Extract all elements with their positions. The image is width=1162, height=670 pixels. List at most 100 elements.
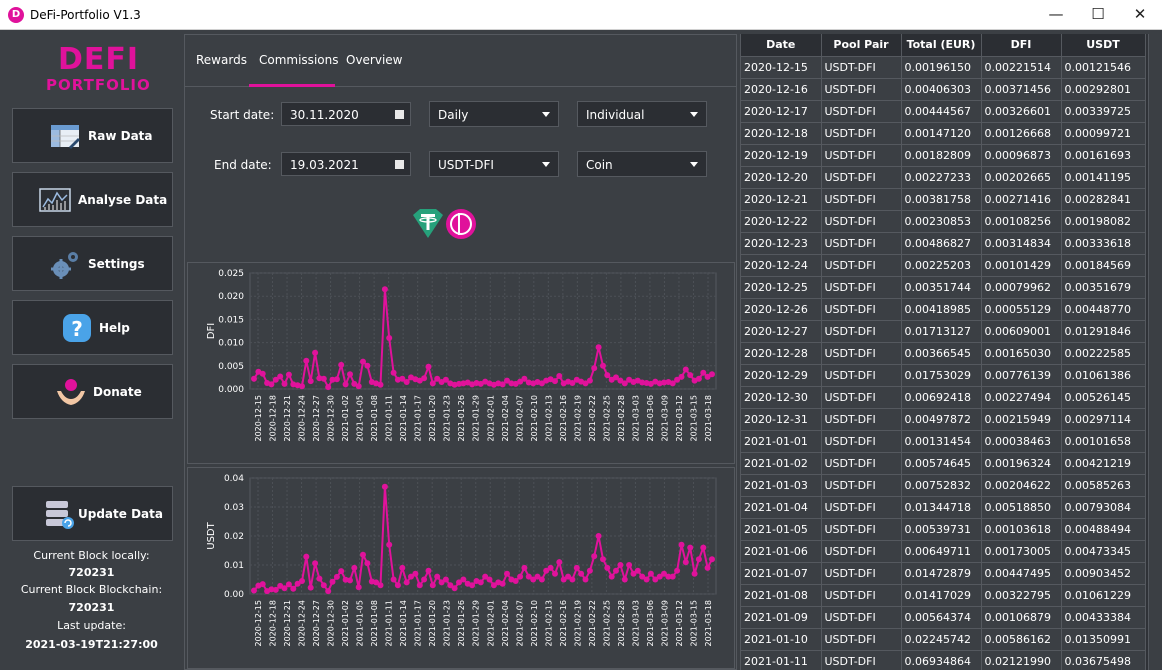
analyse-chart-icon [39,188,71,212]
table-cell: 0.00055129 [981,298,1062,321]
table-cell: 0.00165030 [981,342,1062,365]
data-point [469,582,476,589]
table-scrollbar[interactable] [1148,34,1162,670]
sidebar-item-donate[interactable]: Donate [12,364,173,419]
close-button[interactable]: ✕ [1133,5,1147,23]
column-header[interactable]: DFI [981,34,1062,57]
block-chain-value: 720231 [68,601,115,614]
data-point [442,576,449,583]
sidebar-item-settings[interactable]: Settings [12,236,173,291]
data-point [582,380,589,387]
data-point [272,586,279,593]
column-header[interactable]: Pool Pair [821,34,902,57]
table-row[interactable]: 2020-12-31 USDT-DFI 0.00497872 0.00215949 0.… [741,408,1146,431]
table-cell: 0.00225203 [901,254,982,277]
x-tick-label: 2021-02-16 [559,600,568,647]
table-row[interactable]: 2021-01-02 USDT-DFI 0.00574645 0.00196324 0.… [741,452,1146,475]
x-tick-label: 2020-12-24 [298,395,307,442]
x-tick-label: 2021-02-16 [559,395,568,442]
table-cell: 2020-12-31 [741,408,822,431]
table-cell: 0.00473345 [1061,540,1146,563]
table-row[interactable]: 2020-12-21 USDT-DFI 0.00381758 0.00271416 0.… [741,188,1146,211]
data-point [299,383,305,390]
table-cell: 0.00692418 [901,386,982,409]
table-cell: USDT-DFI [821,364,902,387]
table-row[interactable]: 2021-01-06 USDT-DFI 0.00649711 0.00173005 0.… [741,540,1146,563]
start-date-picker[interactable]: 30.11.2020 [281,102,411,126]
table-row[interactable]: 2020-12-16 USDT-DFI 0.00406303 0.00371456 0.… [741,78,1146,101]
table-row[interactable]: 2020-12-26 USDT-DFI 0.00418985 0.00055129 0.… [741,298,1146,321]
pool-pair-select[interactable]: USDT-DFI [429,151,559,177]
table-row[interactable]: 2020-12-17 USDT-DFI 0.00444567 0.00326601 0.… [741,100,1146,123]
column-header[interactable]: Date [741,34,822,57]
table-row[interactable]: 2020-12-15 USDT-DFI 0.00196150 0.00221514 0.… [741,56,1146,79]
sidebar-item-raw-data[interactable]: Raw Data [12,108,173,163]
table-row[interactable]: 2021-01-11 USDT-DFI 0.06934864 0.02121990 0.… [741,650,1146,670]
currency-select[interactable]: Coin [577,151,707,177]
tab-commissions[interactable]: Commissions [259,53,339,67]
minimize-button[interactable]: — [1048,5,1064,23]
table-row[interactable]: 2021-01-07 USDT-DFI 0.01472879 0.00447495 0.… [741,562,1146,585]
window-titlebar: D DeFi-Portfolio V1.3 — ☐ ✕ [0,0,1162,30]
table-row[interactable]: 2020-12-27 USDT-DFI 0.01713127 0.00609001 0.… [741,320,1146,343]
x-tick-label: 2021-03-09 [660,600,669,647]
column-header[interactable]: Total (EUR) [901,34,982,57]
table-cell: 0.00196324 [981,452,1062,475]
sidebar-item-label: Settings [88,257,145,271]
data-point [259,370,266,377]
table-row[interactable]: 2020-12-29 USDT-DFI 0.01753029 0.00776139 0.… [741,364,1146,387]
data-point [556,559,563,566]
column-header[interactable]: USDT [1061,34,1146,57]
table-row[interactable]: 2020-12-22 USDT-DFI 0.00230853 0.00108256 0.… [741,210,1146,233]
gear-icon [51,252,78,279]
table-row[interactable]: 2020-12-28 USDT-DFI 0.00366545 0.00165030 0.… [741,342,1146,365]
sidebar-item-analyse-data[interactable]: Analyse Data [12,172,173,227]
table-row[interactable]: 2021-01-05 USDT-DFI 0.00539731 0.00103618 0.… [741,518,1146,541]
commissions-panel: Rewards Commissions Overview Start date:… [184,34,737,670]
x-tick-label: 2021-01-08 [370,600,379,647]
table-cell: 0.00371456 [981,78,1062,101]
maximize-button[interactable]: ☐ [1091,5,1105,23]
x-tick-label: 2020-12-27 [312,600,321,647]
table-row[interactable]: 2021-01-10 USDT-DFI 0.02245742 0.00586162 0.… [741,628,1146,651]
tab-overview[interactable]: Overview [346,53,403,67]
data-point [307,584,314,591]
table-row[interactable]: 2020-12-23 USDT-DFI 0.00486827 0.00314834 0.… [741,232,1146,255]
table-row[interactable]: 2021-01-03 USDT-DFI 0.00752832 0.00204622 0.… [741,474,1146,497]
table-row[interactable]: 2020-12-24 USDT-DFI 0.00225203 0.00101429 0.… [741,254,1146,277]
end-date-picker[interactable]: 19.03.2021 [281,152,411,176]
data-point [634,567,641,574]
calendar-icon[interactable] [395,160,404,169]
interval-select[interactable]: Daily [429,101,559,127]
y-tick-label: 0.025 [218,269,244,279]
start-date-label: Start date: [210,108,275,122]
tab-rewards[interactable]: Rewards [196,53,247,67]
sidebar-item-help[interactable]: ? Help [12,300,173,355]
table-row[interactable]: 2021-01-08 USDT-DFI 0.01417029 0.00322795 0.… [741,584,1146,607]
table-cell: USDT-DFI [821,78,902,101]
mode-select[interactable]: Individual [577,101,707,127]
table-row[interactable]: 2020-12-18 USDT-DFI 0.00147120 0.00126668 0.… [741,122,1146,145]
data-point [595,533,602,539]
table-cell: 0.00202665 [981,166,1062,189]
table-row[interactable]: 2021-01-01 USDT-DFI 0.00131454 0.00038463 0.… [741,430,1146,453]
x-tick-label: 2021-01-02 [341,395,350,442]
table-row[interactable]: 2020-12-20 USDT-DFI 0.00227233 0.00202665 0.… [741,166,1146,189]
table-cell: 2020-12-28 [741,342,822,365]
table-row[interactable]: 2021-01-09 USDT-DFI 0.00564374 0.00106879 0.… [741,606,1146,629]
data-point [259,581,266,588]
x-tick-label: 2021-01-17 [414,395,423,442]
table-cell: 0.00106879 [981,606,1062,629]
data-point [351,380,358,387]
table-row[interactable]: 2021-01-04 USDT-DFI 0.01344718 0.00518850 0.… [741,496,1146,519]
calendar-icon[interactable] [395,110,404,119]
data-point [665,573,672,580]
table-row[interactable]: 2020-12-19 USDT-DFI 0.00182809 0.00096873 0.… [741,144,1146,167]
table-cell: 0.00292801 [1061,78,1146,101]
update-data-button[interactable]: Update Data [12,486,173,541]
table-row[interactable]: 2020-12-25 USDT-DFI 0.00351744 0.00079962 0.… [741,276,1146,299]
chevron-down-icon [542,112,550,117]
x-tick-label: 2021-01-02 [341,600,350,647]
table-cell: 0.00227494 [981,386,1062,409]
table-row[interactable]: 2020-12-30 USDT-DFI 0.00692418 0.00227494 0.… [741,386,1146,409]
